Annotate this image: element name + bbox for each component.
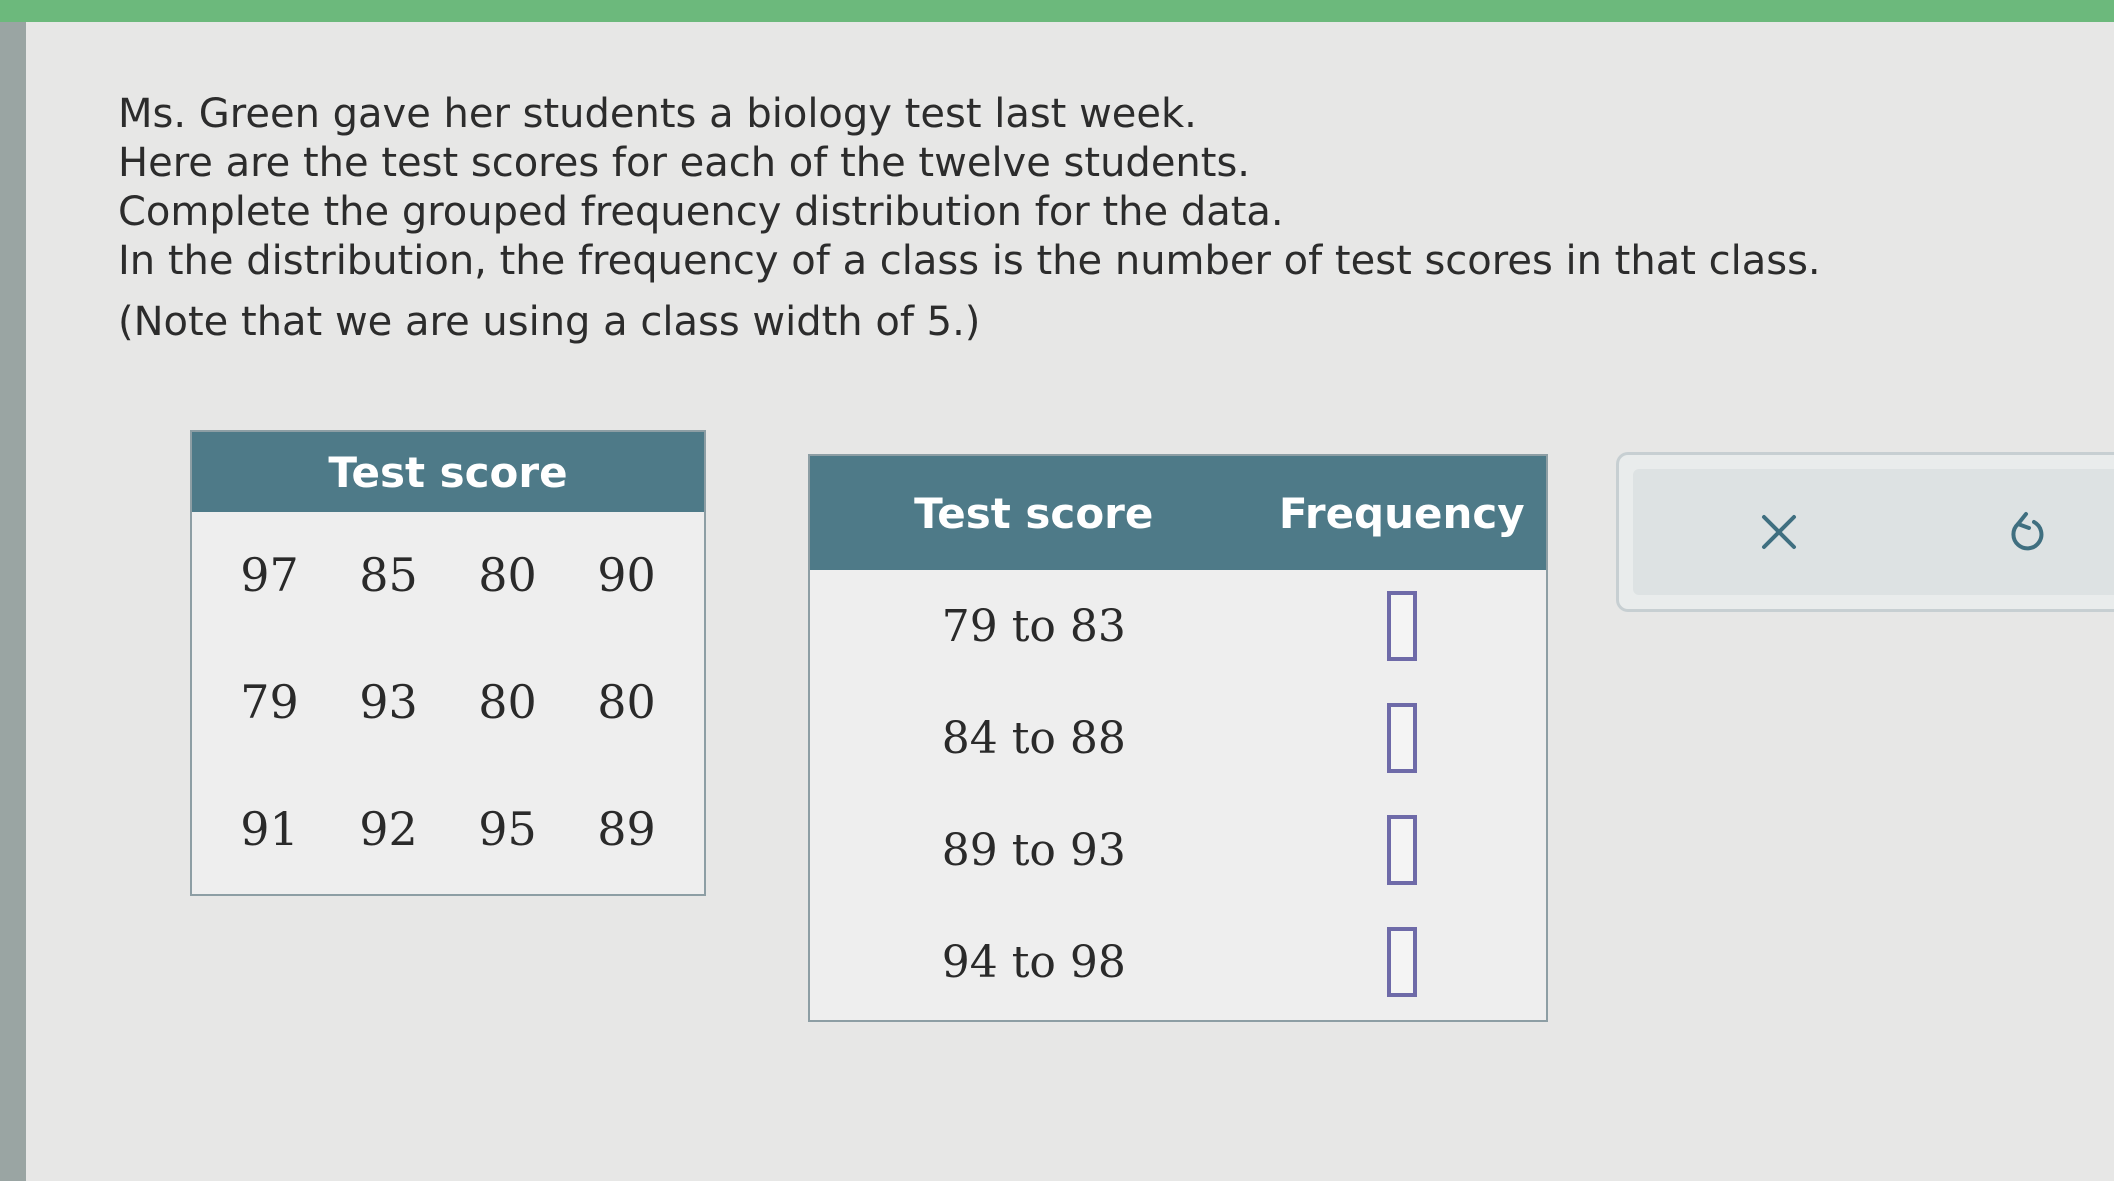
class-range: 94 to 98 — [941, 936, 1126, 988]
class-range: 84 to 88 — [941, 712, 1126, 764]
answer-tools-inner — [1633, 469, 2114, 595]
top-accent-bar — [0, 0, 2114, 22]
score-cell: 80 — [597, 674, 656, 729]
frequency-input[interactable] — [1386, 927, 1417, 997]
class-range: 89 to 93 — [941, 824, 1126, 876]
score-cell: 80 — [478, 548, 537, 603]
frequency-column-header: Frequency — [1278, 488, 1525, 538]
score-cell: 93 — [359, 674, 418, 729]
score-cell: 85 — [359, 548, 418, 603]
test-scores-grid: 97 85 80 90 79 93 80 80 91 92 95 89 — [192, 512, 704, 892]
frequency-table: Test score Frequency 79 to 83 84 to 88 8… — [808, 454, 1548, 1022]
prompt-note: (Note that we are using a class width of… — [118, 299, 981, 345]
prompt-line: Ms. Green gave her students a biology te… — [118, 91, 1197, 137]
clear-button[interactable] — [1744, 497, 1814, 567]
score-cell: 89 — [597, 801, 656, 856]
undo-button[interactable] — [1991, 497, 2061, 567]
score-cell: 95 — [478, 801, 537, 856]
prompt-line: Here are the test scores for each of the… — [118, 140, 1251, 186]
frequency-cell — [1258, 591, 1546, 661]
prompt-line: In the distribution, the frequency of a … — [118, 238, 1821, 284]
frequency-input[interactable] — [1386, 591, 1417, 661]
frequency-row: 79 to 83 — [810, 570, 1546, 682]
question-prompt: Ms. Green gave her students a biology te… — [118, 90, 1918, 347]
undo-icon — [2011, 512, 2044, 551]
score-cell: 92 — [359, 801, 418, 856]
frequency-input[interactable] — [1386, 815, 1417, 885]
frequency-cell — [1258, 815, 1546, 885]
frequency-row: 94 to 98 — [810, 906, 1546, 1018]
frequency-cell — [1258, 703, 1546, 773]
frequency-cell — [1258, 927, 1546, 997]
answer-tools-panel — [1616, 452, 2114, 612]
prompt-line: Complete the grouped frequency distribut… — [118, 189, 1284, 235]
frequency-input[interactable] — [1386, 703, 1417, 773]
test-score-column-header: Test score — [914, 488, 1154, 538]
score-cell: 80 — [478, 674, 537, 729]
frequency-row: 89 to 93 — [810, 794, 1546, 906]
test-scores-table: Test score 97 85 80 90 79 93 80 80 91 92… — [190, 430, 706, 896]
close-icon — [1762, 515, 1796, 549]
score-cell: 91 — [240, 801, 299, 856]
score-cell: 90 — [597, 548, 656, 603]
test-scores-header: Test score — [192, 432, 704, 512]
frequency-table-header: Test score Frequency — [810, 456, 1546, 570]
score-cell: 97 — [240, 548, 299, 603]
class-range: 79 to 83 — [941, 600, 1126, 652]
score-cell: 79 — [240, 674, 299, 729]
frequency-row: 84 to 88 — [810, 682, 1546, 794]
